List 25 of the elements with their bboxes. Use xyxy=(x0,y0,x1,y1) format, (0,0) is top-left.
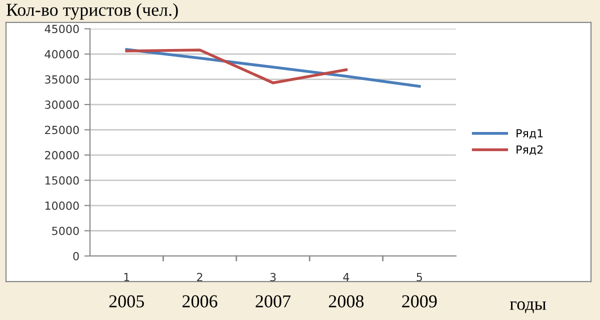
text: 2006 xyxy=(182,295,218,308)
y-tick-label: 5000 xyxy=(52,226,79,236)
y-tick-label: 30000 xyxy=(45,100,79,109)
y-tick-label: 35000 xyxy=(45,75,79,84)
x-tick-label: 4 xyxy=(343,273,350,282)
legend-label: Ряд2 xyxy=(516,145,543,156)
line-series xyxy=(125,48,348,84)
text: 2009 xyxy=(402,295,437,308)
x-axis-title: годы xyxy=(510,301,546,314)
text: 2007 xyxy=(256,295,291,308)
y-tick-label: 20000 xyxy=(45,150,79,160)
y-tick-label: 45000 xyxy=(44,24,79,34)
y-tick-label: 40000 xyxy=(44,50,79,58)
y-tick-label: 15000 xyxy=(45,176,79,185)
y-tick-label: 0 xyxy=(73,252,79,260)
y-tick-label: 25000 xyxy=(45,126,79,134)
x-tick-label: 1 xyxy=(124,273,130,282)
text: 2005 xyxy=(109,295,144,308)
y-tick-label: 10000 xyxy=(45,201,79,210)
x-tick-label: 3 xyxy=(270,272,276,282)
x-tick-label: 2 xyxy=(197,272,202,282)
legend-label: Ряд1 xyxy=(516,129,543,139)
x-tick-label: 5 xyxy=(416,273,422,282)
chart-title: Кол-во туристов (чел.) xyxy=(6,3,178,20)
text: 2008 xyxy=(328,295,364,308)
